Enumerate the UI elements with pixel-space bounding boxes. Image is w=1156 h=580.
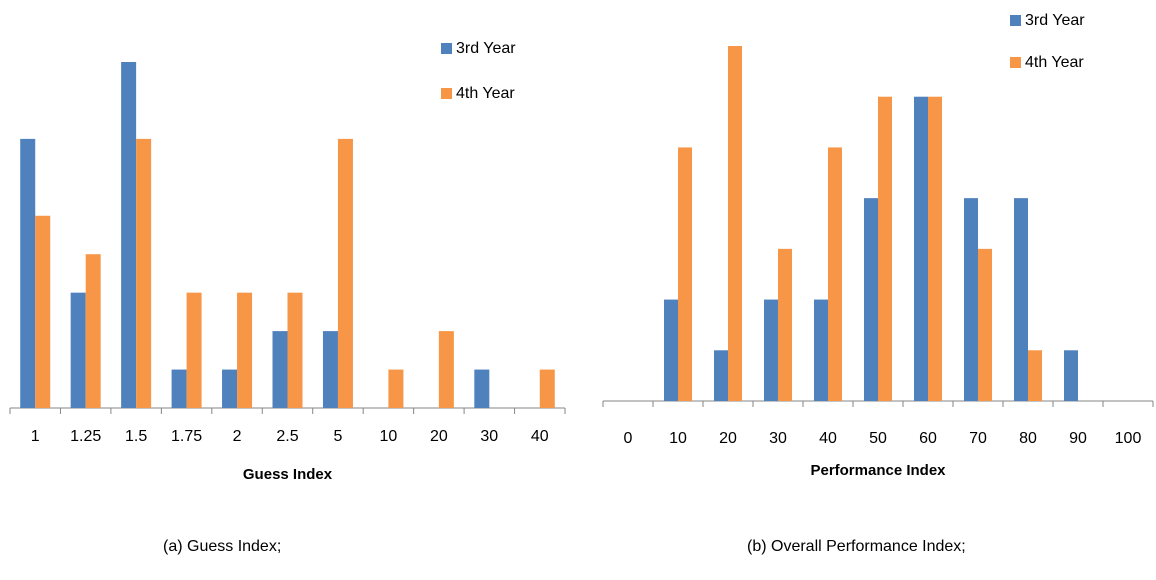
x-tick-label: 100: [1115, 430, 1142, 447]
bar: [186, 292, 202, 408]
x-tick-label: 0: [624, 430, 633, 447]
bar: [728, 46, 742, 401]
bar: [222, 369, 238, 408]
bar: [237, 292, 253, 408]
bar: [322, 331, 338, 408]
bar: [864, 198, 878, 401]
legend-label: 4th Year: [456, 85, 515, 102]
bar: [287, 292, 303, 408]
x-tick-label: 70: [969, 430, 987, 447]
bar: [828, 147, 842, 401]
x-tick-label: 1: [31, 428, 40, 445]
bar: [136, 138, 152, 408]
x-tick-label: 1.5: [125, 428, 147, 445]
x-tick-label: 90: [1069, 430, 1087, 447]
legend-swatch: [1010, 57, 1021, 68]
bar: [1014, 198, 1028, 401]
bar: [814, 299, 828, 401]
x-tick-label: 1.75: [171, 428, 202, 445]
legend-swatch: [441, 43, 452, 54]
bar: [70, 292, 86, 408]
bar: [20, 138, 36, 408]
x-tick-label: 50: [869, 430, 887, 447]
x-tick-label: 30: [769, 430, 787, 447]
axis-title: Guess Index: [243, 466, 333, 483]
bar: [438, 331, 454, 408]
bar: [474, 369, 490, 408]
bar: [539, 369, 555, 408]
bar: [664, 299, 678, 401]
x-tick-label: 2: [233, 428, 242, 445]
bar: [928, 96, 942, 401]
legend-label: 4th Year: [1025, 54, 1084, 71]
axis-title: Performance Index: [810, 462, 946, 479]
bar: [678, 147, 692, 401]
x-tick-label: 30: [480, 428, 498, 445]
x-tick-label: 20: [430, 428, 448, 445]
bar: [764, 299, 778, 401]
bar: [878, 96, 892, 401]
x-tick-label: 10: [380, 428, 398, 445]
bar: [272, 331, 288, 408]
legend-swatch: [441, 88, 452, 99]
x-tick-label: 20: [719, 430, 737, 447]
x-tick-label: 2.5: [276, 428, 298, 445]
bar: [121, 62, 137, 408]
caption: (b) Overall Performance Index;: [747, 538, 966, 555]
x-tick-label: 60: [919, 430, 937, 447]
bar: [171, 369, 187, 408]
bar: [914, 96, 928, 401]
bar: [978, 248, 992, 401]
bar: [964, 198, 978, 401]
x-tick-label: 1.25: [70, 428, 101, 445]
bar: [337, 138, 353, 408]
x-tick-label: 40: [819, 430, 837, 447]
caption: (a) Guess Index;: [163, 538, 281, 555]
bar: [778, 248, 792, 401]
x-tick-label: 80: [1019, 430, 1037, 447]
legend-swatch: [1010, 15, 1021, 26]
bar: [388, 369, 404, 408]
bar: [35, 215, 51, 408]
bar: [1064, 350, 1078, 401]
bar: [1028, 350, 1042, 401]
x-tick-label: 5: [334, 428, 343, 445]
bar: [85, 254, 101, 408]
x-tick-label: 10: [669, 430, 687, 447]
x-tick-label: 40: [531, 428, 549, 445]
legend-label: 3rd Year: [1025, 12, 1085, 29]
bar: [714, 350, 728, 401]
legend-label: 3rd Year: [456, 40, 516, 57]
